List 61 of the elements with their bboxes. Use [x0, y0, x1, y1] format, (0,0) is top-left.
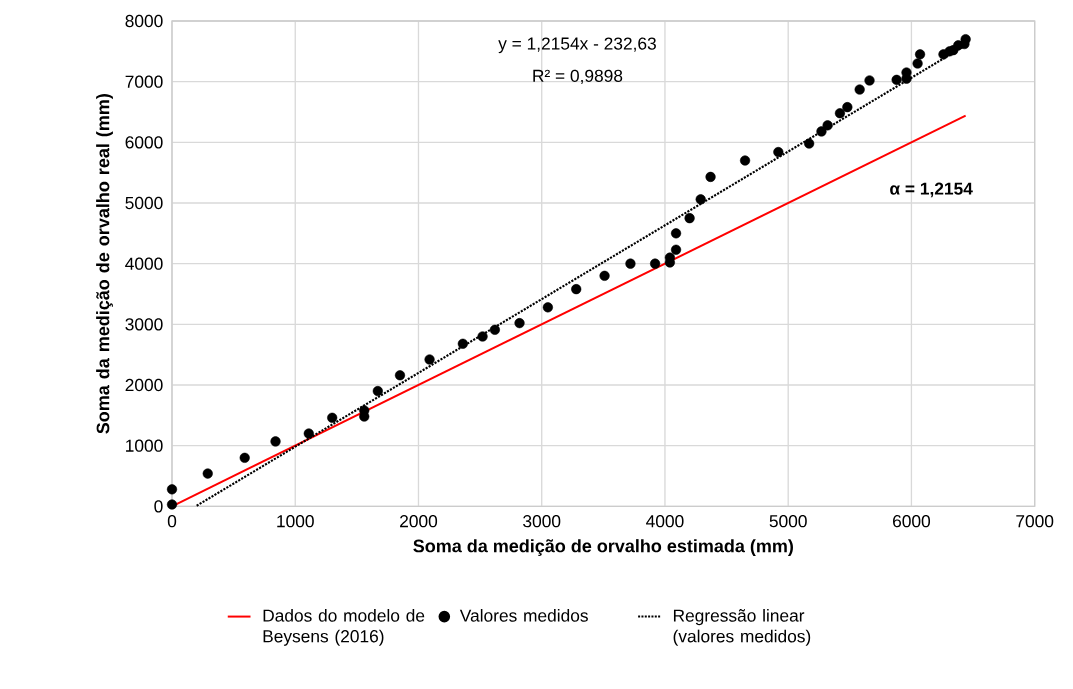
- legend-label: Regressão linear (valores medidos): [673, 608, 811, 646]
- y-tick-label: 8000: [125, 14, 163, 28]
- point: [816, 126, 827, 137]
- point: [489, 324, 500, 335]
- point: [650, 258, 661, 269]
- point: [303, 428, 314, 439]
- point: [804, 138, 815, 149]
- point: [542, 302, 553, 313]
- x-tick-label: 3000: [523, 515, 561, 528]
- point: [166, 484, 178, 495]
- point: [670, 244, 682, 255]
- point: [166, 499, 178, 510]
- point: [822, 120, 833, 131]
- x-tick-label: 2000: [400, 515, 438, 528]
- point: [327, 412, 338, 423]
- point: [834, 108, 846, 119]
- legend-label: Valores medidos: [459, 608, 588, 622]
- y-tick-label: 1000: [126, 439, 163, 452]
- point: [599, 270, 610, 281]
- point: [773, 146, 784, 158]
- x-axis-title: Soma da medição de orvalho estimada (mm): [413, 539, 793, 556]
- point: [684, 213, 695, 224]
- y-tick-label: 2000: [125, 378, 163, 392]
- annotation: α = 1,2154: [890, 182, 973, 198]
- point: [239, 452, 250, 463]
- point: [914, 49, 926, 60]
- annotation: y = 1,2154x - 232,63: [498, 37, 656, 54]
- point: [394, 370, 406, 381]
- x-tick-label: 5000: [769, 515, 807, 528]
- point: [372, 386, 383, 397]
- point: [202, 468, 213, 479]
- y-tick-label: 6000: [125, 136, 163, 149]
- y-tick-label: 7000: [125, 75, 163, 88]
- x-tick-label: 0: [167, 515, 177, 528]
- point: [625, 258, 636, 269]
- y-tick-label: 4000: [125, 257, 163, 270]
- point: [514, 318, 525, 329]
- point: [457, 338, 468, 349]
- point: [477, 331, 488, 342]
- point: [864, 75, 875, 86]
- y-tick-label: 0: [154, 500, 163, 513]
- x-tick-label: 1000: [277, 515, 314, 528]
- y-tick-label: 5000: [125, 196, 163, 210]
- x-tick-label: 6000: [893, 515, 931, 528]
- point: [695, 194, 706, 205]
- point: [891, 74, 902, 85]
- y-tick-label: 3000: [125, 318, 163, 331]
- point: [842, 102, 853, 113]
- annotation: R² = 0,9898: [533, 69, 623, 84]
- point: [705, 171, 716, 182]
- point: [670, 228, 682, 239]
- x-tick-label: 4000: [646, 515, 684, 528]
- point: [912, 58, 923, 69]
- point: [424, 354, 435, 365]
- point: [739, 155, 751, 166]
- y-axis-title: Soma da medição de orvalho real (mm): [96, 94, 113, 434]
- x-tick-label: 7000: [1016, 515, 1054, 528]
- point: [270, 436, 281, 447]
- legend-label: Dados do modelo de Beysens (2016): [263, 608, 425, 646]
- point: [571, 284, 582, 295]
- point: [854, 84, 865, 95]
